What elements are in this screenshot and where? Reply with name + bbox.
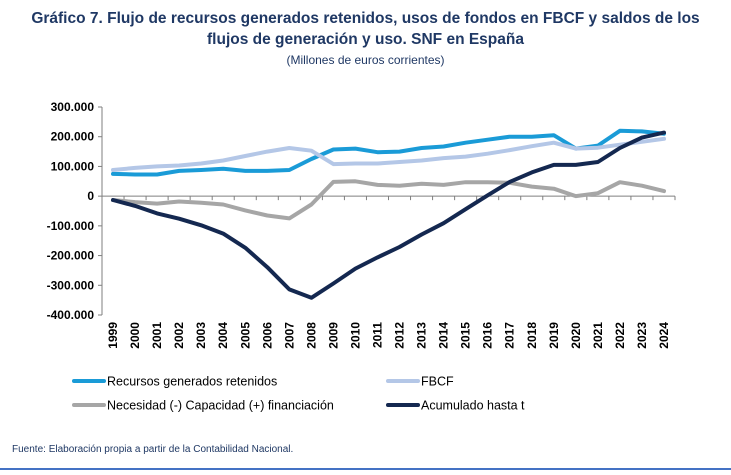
x-tick-label: 1999 [106, 322, 120, 349]
x-tick-label: 2016 [481, 322, 495, 349]
x-tick-label: 2002 [172, 322, 186, 349]
chart-title-line-2: flujos de generación y uso. SNF en Españ… [207, 31, 524, 48]
x-tick-label: 2015 [459, 322, 473, 349]
chart-subtitle: (Millones de euros corrientes) [286, 53, 445, 67]
x-tick-label: 2006 [260, 322, 274, 349]
x-tick-label: 2005 [238, 322, 252, 349]
y-tick-label: -400.000 [47, 308, 95, 322]
y-tick-label: -100.000 [47, 219, 95, 233]
x-tick-label: 2024 [657, 322, 671, 349]
x-tick-label: 2010 [348, 322, 362, 349]
x-tick-label: 2018 [525, 322, 539, 349]
y-tick-label: -200.000 [47, 249, 95, 263]
source-note: Fuente: Elaboración propia a partir de l… [12, 444, 294, 455]
x-tick-label: 2009 [326, 322, 340, 349]
series-line-necesidad-capacidad-financiaci-n [111, 179, 666, 221]
y-tick-label: 100.000 [51, 159, 95, 173]
legend-label: Necesidad (-) Capacidad (+) financiación [107, 399, 334, 413]
x-tick-label: 2001 [150, 322, 164, 349]
x-tick-label: 2022 [613, 322, 627, 349]
legend-label: Recursos generados retenidos [107, 375, 277, 389]
x-tick-label: 2020 [569, 322, 583, 349]
x-tick-label: 2000 [128, 322, 142, 349]
x-tick-label: 2021 [591, 322, 605, 349]
y-tick-label: 200.000 [51, 130, 95, 144]
x-tick-label: 2008 [304, 322, 318, 349]
x-tick-label: 2004 [216, 322, 230, 349]
chart-title-line-1: Gráfico 7. Flujo de recursos generados r… [31, 10, 700, 27]
x-tick-label: 2012 [393, 322, 407, 349]
y-tick-label: 0 [87, 189, 94, 203]
x-tick-label: 2019 [547, 322, 561, 349]
x-tick-label: 2017 [503, 322, 517, 349]
chart-title: Gráfico 7. Flujo de recursos generados r… [0, 8, 731, 50]
x-tick-label: 2014 [437, 322, 451, 349]
legend-label: FBCF [421, 375, 454, 389]
bottom-divider [0, 468, 731, 470]
x-tick-label: 2007 [282, 322, 296, 349]
series-line-recursos-generados-retenidos [111, 128, 666, 177]
legend-label: Acumulado hasta t [421, 399, 525, 413]
x-tick-label: 2013 [415, 322, 429, 349]
x-tick-label: 2011 [370, 322, 384, 348]
series-line-fbcf [111, 136, 666, 172]
series-line-acumulado-hasta-t [111, 130, 666, 300]
x-tick-label: 2023 [635, 322, 649, 349]
x-tick-label: 2003 [194, 322, 208, 349]
y-tick-label: 300.000 [51, 100, 95, 114]
y-tick-label: -300.000 [47, 278, 95, 292]
